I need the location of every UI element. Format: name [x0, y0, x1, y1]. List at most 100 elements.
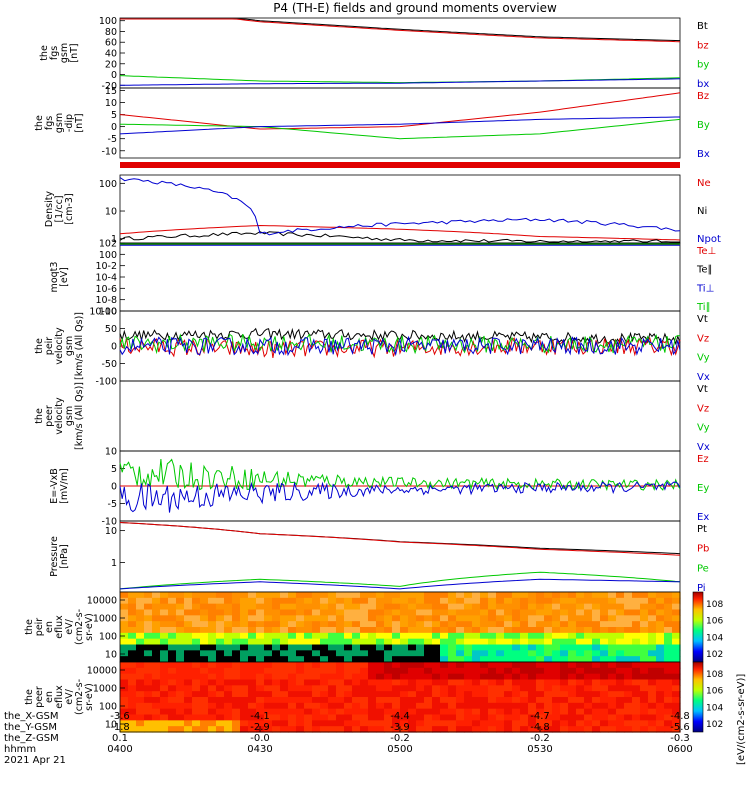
y-tick-label: 80	[105, 27, 117, 38]
heatmap-cell	[128, 597, 137, 605]
heatmap-cell	[296, 609, 305, 616]
heatmap-cell	[144, 615, 153, 622]
heatmap-cell	[552, 592, 561, 599]
heatmap-cell	[432, 667, 441, 675]
heatmap-cell	[472, 726, 481, 733]
heatmap-cell	[480, 708, 489, 716]
orbit-value: -0.3	[670, 733, 690, 744]
heatmap-cell	[424, 726, 433, 733]
heatmap-cell	[632, 708, 641, 716]
heatmap-cell	[616, 621, 625, 628]
heatmap-cell	[560, 615, 569, 622]
heatmap-cell	[136, 627, 145, 634]
heatmap-cell	[256, 644, 265, 651]
heatmap-cell	[240, 662, 249, 669]
heatmap-cell	[672, 609, 681, 616]
colorbar-tick-label: 104	[706, 633, 723, 643]
heatmap-cell	[384, 708, 393, 716]
heatmap-cell	[416, 627, 425, 634]
heatmap-cell	[496, 685, 505, 692]
heatmap-cell	[656, 708, 665, 716]
heatmap-cell	[568, 720, 577, 727]
heatmap-cell	[368, 615, 377, 622]
heatmap-cell	[584, 597, 593, 605]
heatmap-cell	[456, 691, 465, 698]
heatmap-cell	[472, 597, 481, 605]
heatmap-cell	[264, 615, 273, 622]
heatmap-cell	[552, 627, 561, 634]
heatmap-cell	[464, 627, 473, 634]
legend-Pi: Pi	[697, 583, 706, 594]
heatmap-cell	[648, 621, 657, 628]
heatmap-cell	[560, 650, 569, 657]
y-axis-label: the	[34, 115, 45, 131]
heatmap-cell	[280, 609, 289, 616]
heatmap-cell	[408, 650, 417, 657]
heatmap-cell	[176, 720, 185, 727]
heatmap-cell	[296, 714, 305, 721]
legend-Vx: Vx	[697, 372, 710, 383]
heatmap-cell	[304, 592, 313, 599]
heatmap-cell	[584, 708, 593, 716]
heatmap-cell	[232, 708, 241, 716]
heatmap-cell	[312, 702, 321, 710]
heatmap-cell	[368, 708, 377, 716]
heatmap-cell	[640, 673, 649, 681]
heatmap-cell	[632, 597, 641, 605]
heatmap-cell	[144, 720, 153, 727]
heatmap-cell	[632, 627, 641, 634]
heatmap-cell	[448, 697, 457, 704]
heatmap-cell	[576, 644, 585, 651]
heatmap-cell	[672, 644, 681, 651]
heatmap-cell	[384, 592, 393, 599]
heatmap-cell	[400, 592, 409, 599]
heatmap-cell	[304, 621, 313, 628]
heatmap-cell	[376, 644, 385, 651]
heatmap-cell	[640, 597, 649, 605]
heatmap-cell	[128, 714, 137, 721]
heatmap-cell	[224, 632, 233, 640]
heatmap-cell	[448, 685, 457, 692]
heatmap-cell	[576, 679, 585, 686]
heatmap-cell	[384, 627, 393, 634]
heatmap-cell	[368, 702, 377, 710]
heatmap-cell	[408, 592, 417, 599]
heatmap-cell	[544, 650, 553, 657]
heatmap-cell	[632, 644, 641, 651]
heatmap-cell	[480, 720, 489, 727]
heatmap-cell	[288, 691, 297, 698]
heatmap-cell	[560, 609, 569, 616]
series-line-by	[119, 75, 681, 84]
heatmap-cell	[640, 592, 649, 599]
heatmap-cell	[448, 621, 457, 628]
heatmap-cell	[568, 603, 577, 611]
heatmap-cell	[472, 603, 481, 611]
heatmap-cell	[376, 638, 385, 646]
heatmap-cell	[304, 650, 313, 657]
heatmap-cell	[664, 597, 673, 605]
heatmap-cell	[400, 726, 409, 733]
heatmap-cell	[160, 650, 169, 657]
heatmap-cell	[600, 726, 609, 733]
y-axis-label: eflux	[54, 615, 65, 639]
heatmap-cell	[608, 697, 617, 704]
heatmap-cell	[368, 650, 377, 657]
heatmap-cell	[424, 621, 433, 628]
heatmap-cell	[160, 708, 169, 716]
y-axis-label: (cm2-s-	[74, 679, 85, 715]
heatmap-cell	[528, 621, 537, 628]
heatmap-cell	[312, 609, 321, 616]
heatmap-cell	[672, 679, 681, 686]
heatmap-cell	[448, 708, 457, 716]
heatmap-cell	[192, 627, 201, 634]
heatmap-cell	[440, 603, 449, 611]
heatmap-cell	[320, 708, 329, 716]
heatmap-cell	[128, 702, 137, 710]
heatmap-cell	[240, 673, 249, 681]
heatmap-cell	[176, 662, 185, 669]
heatmap-cell	[544, 603, 553, 611]
heatmap-cell	[520, 702, 529, 710]
heatmap-cell	[368, 720, 377, 727]
y-tick-label: 10-2	[95, 261, 117, 272]
heatmap-cell	[432, 656, 441, 663]
